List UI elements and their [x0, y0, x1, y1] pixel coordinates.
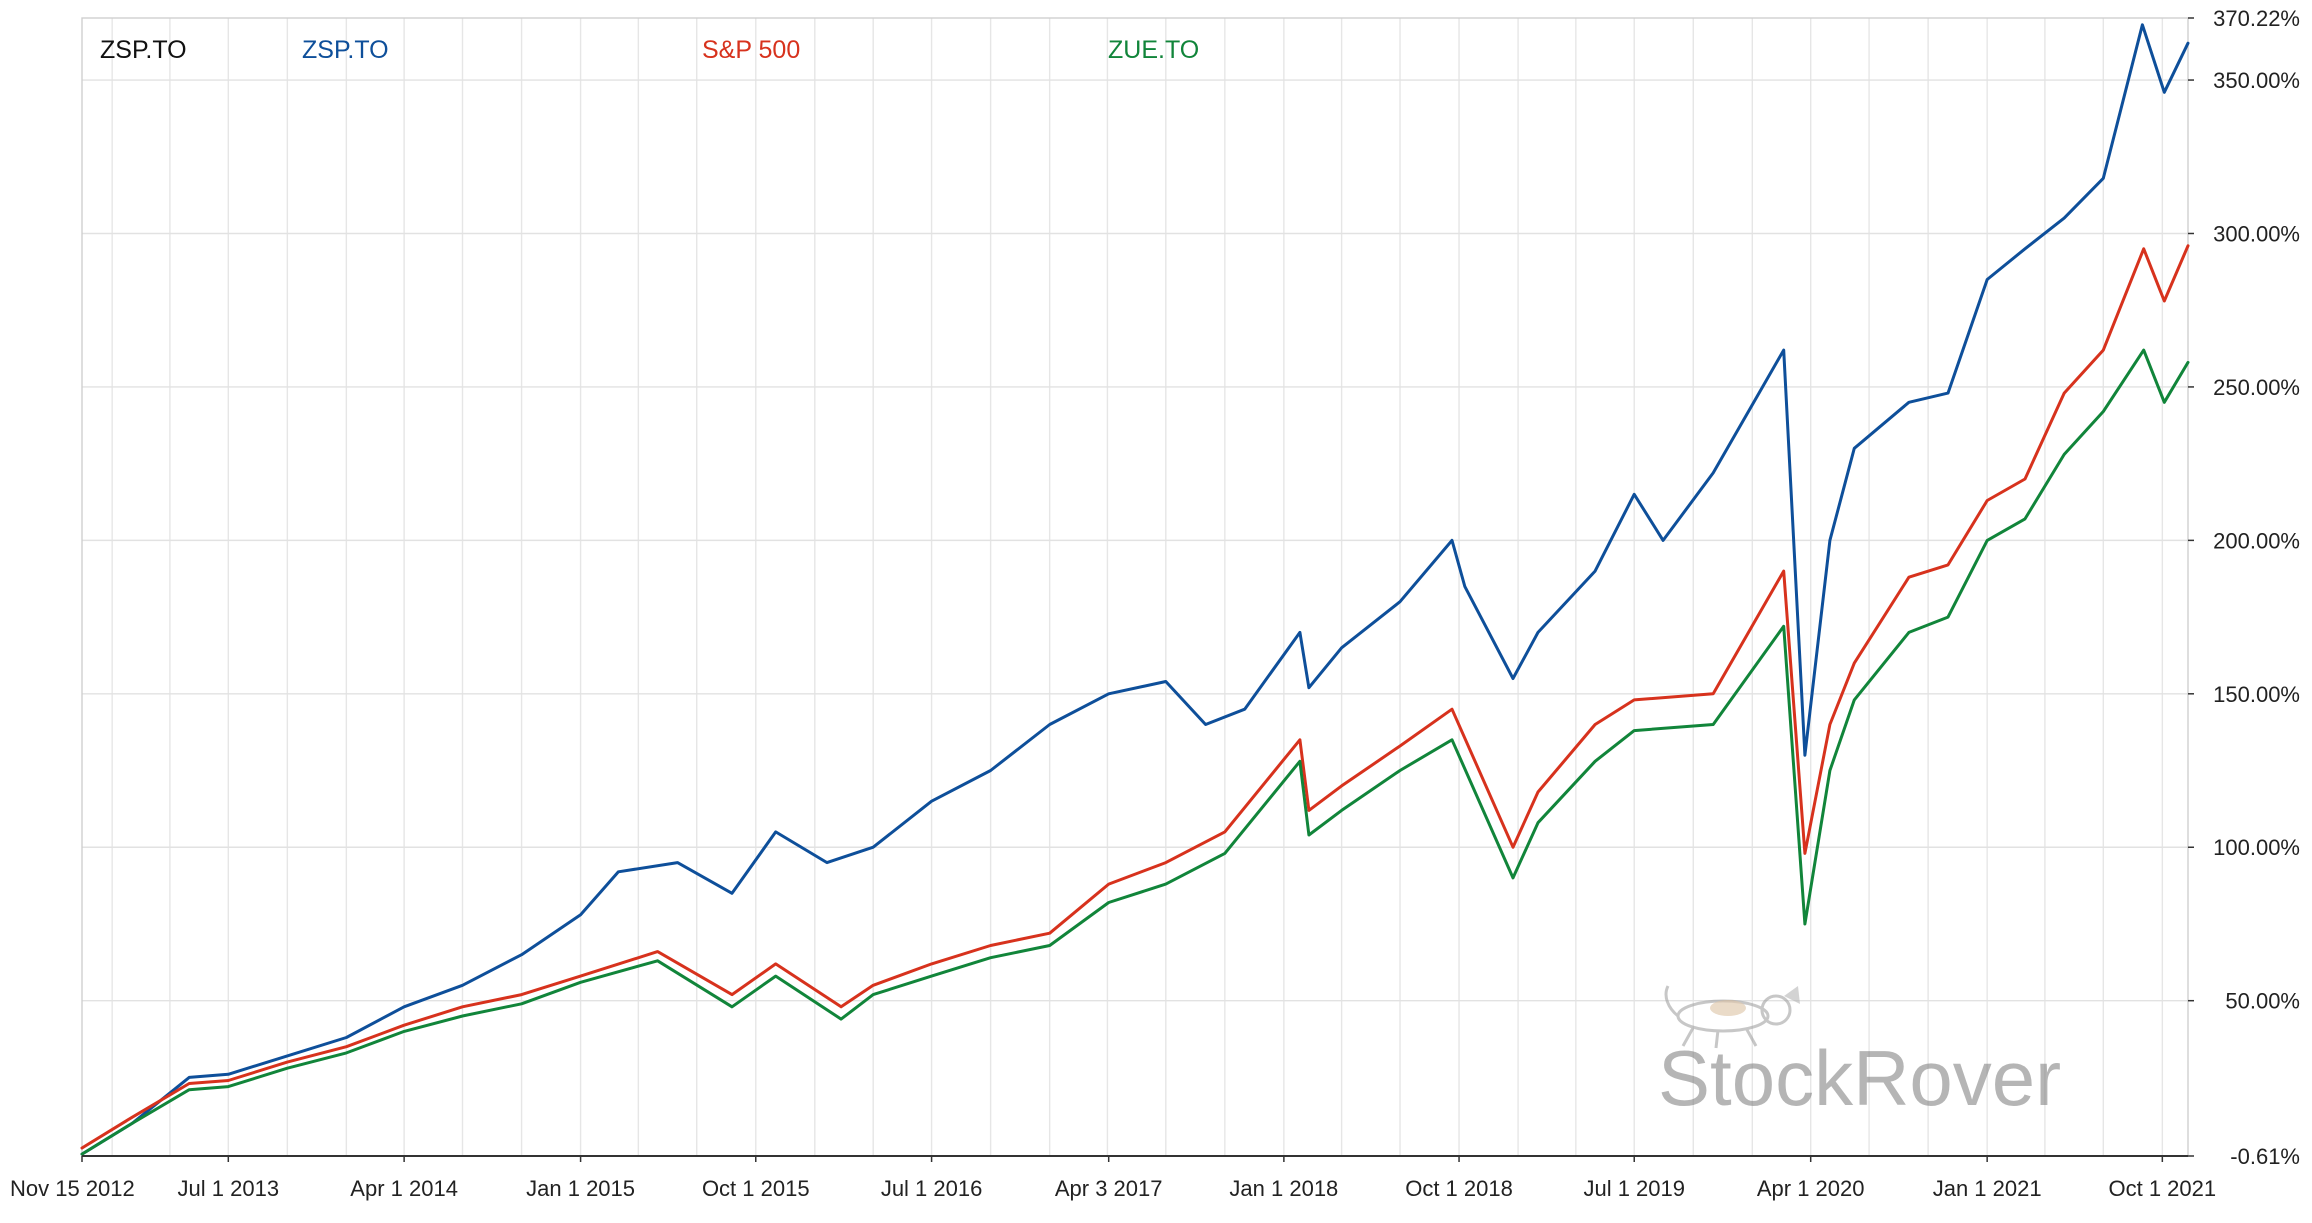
- series-line-s-p-500[interactable]: [80, 244, 2190, 1150]
- x-tick-label: Apr 1 2020: [1757, 1176, 1865, 1201]
- x-tick-label: Jul 1 2019: [1583, 1176, 1685, 1201]
- stockrover-watermark: StockRover: [1658, 985, 2061, 1122]
- x-tick-label: Jan 1 2021: [1933, 1176, 2042, 1201]
- x-tick-label: Nov 15 2012: [10, 1176, 135, 1201]
- x-tick-label: Oct 1 2015: [702, 1176, 810, 1201]
- legend: ZSP.TO ZSP.TO S&P 500 ZUE.TO: [100, 36, 1199, 64]
- grid-layer: [81, 17, 2189, 1157]
- x-tick-label: Jul 1 2016: [881, 1176, 983, 1201]
- x-tick-label: Oct 1 2021: [2109, 1176, 2217, 1201]
- legend-entry-zue-to[interactable]: ZUE.TO: [1108, 36, 1199, 64]
- series-line-zue-to[interactable]: [80, 348, 2190, 1156]
- watermark-text: StockRover: [1658, 1034, 2061, 1122]
- x-tick-label: Jul 1 2013: [178, 1176, 280, 1201]
- legend-entry-zsp-to[interactable]: ZSP.TO: [302, 36, 389, 64]
- y-tick-label: 50.00%: [2225, 989, 2300, 1014]
- y-tick-label: 370.22%: [2213, 6, 2300, 31]
- x-tick-label: Apr 1 2014: [350, 1176, 458, 1201]
- x-tick-label: Jan 1 2015: [526, 1176, 635, 1201]
- x-tick-label: Oct 1 2018: [1405, 1176, 1513, 1201]
- y-tick-label: 250.00%: [2213, 375, 2300, 400]
- plot-frame: [81, 17, 2189, 1157]
- y-tick-label: 100.00%: [2213, 835, 2300, 860]
- y-tick-label: 300.00%: [2213, 221, 2300, 246]
- y-tick-label: 350.00%: [2213, 68, 2300, 93]
- chart-title: ZSP.TO: [100, 36, 187, 64]
- x-tick-label: Jan 1 2018: [1229, 1176, 1338, 1201]
- series-line-zsp-to[interactable]: [80, 23, 2190, 1156]
- y-tick-label: 150.00%: [2213, 682, 2300, 707]
- y-tick-label: 200.00%: [2213, 528, 2300, 553]
- x-tick-label: Apr 3 2017: [1055, 1176, 1163, 1201]
- rover-dog-logo: [1664, 985, 1800, 1049]
- legend-entry-sp500[interactable]: S&P 500: [702, 36, 800, 64]
- y-tick-label: -0.61%: [2230, 1144, 2300, 1169]
- series-layer: [80, 23, 2190, 1156]
- axis-layer: Nov 15 2012 Jul 1 2013 Apr 1 2014 Jan 1 201…: [10, 6, 2300, 1201]
